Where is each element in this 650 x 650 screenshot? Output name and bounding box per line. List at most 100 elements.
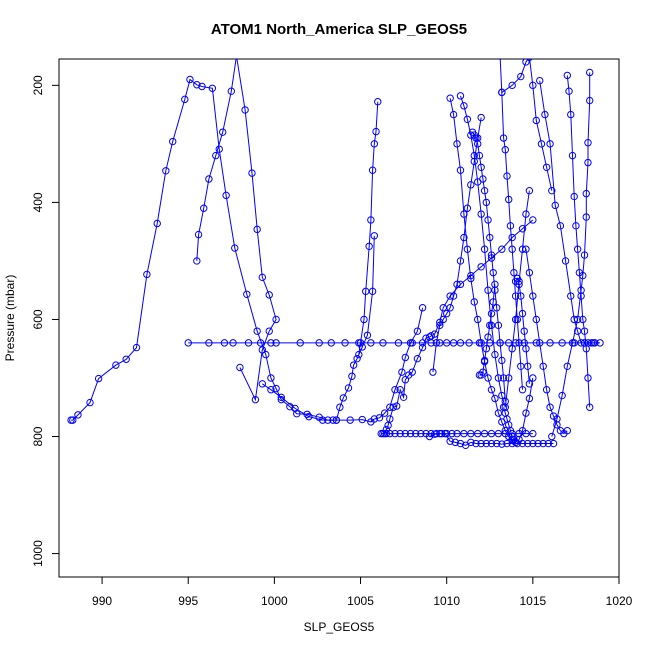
data-point <box>193 257 201 265</box>
data-point <box>556 222 565 230</box>
data-point <box>573 245 582 253</box>
data-point <box>222 191 230 200</box>
data-point <box>348 372 356 380</box>
data-series <box>498 59 556 195</box>
data-point <box>529 292 537 300</box>
data-point <box>380 409 389 417</box>
data-point <box>565 87 573 95</box>
data-point <box>487 251 496 259</box>
data-point <box>401 353 410 362</box>
data-point <box>258 380 267 388</box>
data-point <box>386 415 394 423</box>
data-point <box>586 403 594 411</box>
data-point <box>517 292 525 300</box>
series-line <box>460 95 530 408</box>
data-point <box>529 216 537 224</box>
data-point <box>518 386 527 394</box>
data-point <box>487 386 496 394</box>
data-point <box>484 374 492 382</box>
data-point <box>529 374 537 382</box>
data-point <box>215 145 223 153</box>
data-point <box>375 414 384 422</box>
data-point <box>418 343 427 352</box>
data-point <box>336 403 344 411</box>
data-point <box>456 257 465 265</box>
data-point <box>513 315 522 324</box>
data-point <box>584 138 592 147</box>
y-tick-label: 200 <box>31 75 45 95</box>
data-point <box>567 110 575 119</box>
data-point <box>370 415 379 423</box>
data-point <box>525 268 534 277</box>
series-line <box>429 433 554 446</box>
y-axis: 200 400 600 800 1000 <box>31 75 59 567</box>
data-point <box>358 415 366 424</box>
data-point <box>539 362 547 370</box>
data-point <box>429 368 437 376</box>
data-point <box>532 116 540 125</box>
data-point <box>417 429 425 438</box>
data-point <box>580 327 589 335</box>
data-point <box>515 280 523 289</box>
data-point <box>258 346 267 354</box>
y-tick-label: 800 <box>31 426 45 446</box>
data-point <box>508 345 516 353</box>
data-point <box>489 268 497 277</box>
data-point <box>480 186 489 195</box>
data-point <box>508 233 516 242</box>
data-point <box>497 59 503 60</box>
data-point <box>496 339 504 347</box>
data-point <box>501 146 509 154</box>
data-point <box>465 339 473 347</box>
data-point <box>467 181 475 189</box>
data-series <box>536 76 599 347</box>
data-point <box>494 374 503 382</box>
data-point <box>587 339 596 347</box>
data-point <box>456 439 465 448</box>
data-series <box>475 280 499 379</box>
data-point <box>262 350 270 359</box>
data-point <box>477 163 485 171</box>
data-series <box>193 59 280 404</box>
data-point <box>518 225 527 233</box>
data-point <box>520 327 528 335</box>
data-point <box>505 195 513 204</box>
series-line <box>551 72 591 437</box>
data-point <box>367 216 375 224</box>
data-point <box>579 315 587 324</box>
data-point <box>396 386 404 394</box>
data-point <box>532 315 540 324</box>
data-point <box>546 403 554 411</box>
data-point <box>394 339 403 347</box>
data-point <box>506 222 515 230</box>
data-point <box>418 339 427 347</box>
data-point <box>489 298 497 306</box>
data-point <box>522 245 530 253</box>
data-point <box>536 339 544 347</box>
data-point <box>162 167 170 175</box>
data-series <box>355 98 382 359</box>
data-point <box>446 304 454 312</box>
data-point <box>370 232 379 240</box>
data-point <box>186 75 194 84</box>
data-point <box>582 345 590 353</box>
data-point <box>534 439 542 448</box>
data-point <box>558 391 566 400</box>
data-point <box>486 321 494 330</box>
series-line <box>501 59 553 191</box>
data-point <box>349 361 358 369</box>
series-line <box>472 131 506 402</box>
data-point <box>112 361 120 369</box>
data-point <box>291 404 299 413</box>
data-point <box>413 327 422 335</box>
series-line <box>262 307 424 423</box>
data-point <box>143 270 151 279</box>
data-point <box>482 345 491 353</box>
data-point <box>460 233 468 242</box>
data-point <box>487 439 496 448</box>
data-point <box>194 230 203 239</box>
data-point <box>515 339 523 347</box>
data-point <box>243 290 251 298</box>
data-point <box>572 222 580 230</box>
data-point <box>236 363 244 372</box>
